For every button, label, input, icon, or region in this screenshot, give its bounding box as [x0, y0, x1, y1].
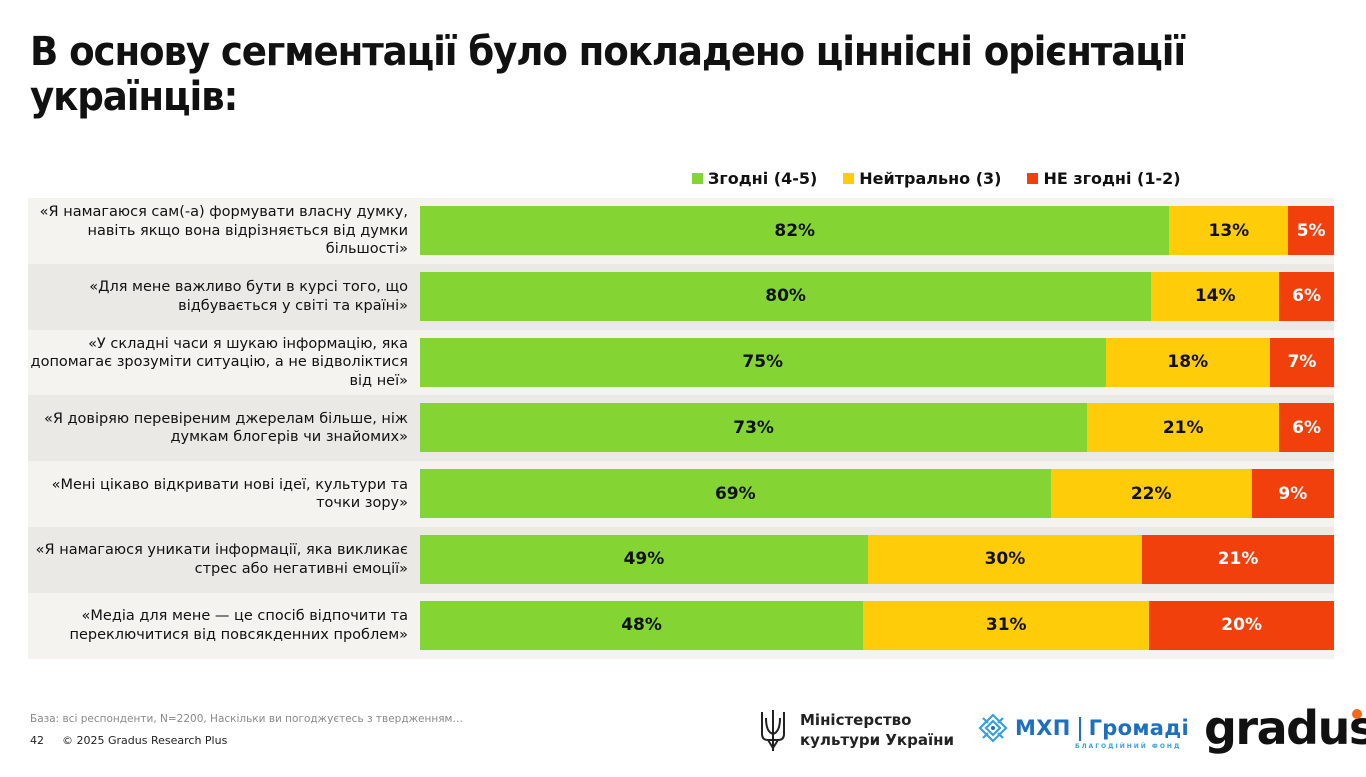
data-label-agree: 49% [623, 549, 665, 570]
mhp-separator [1078, 716, 1081, 741]
legend-item-neutral: Нейтрально (3) [843, 169, 1001, 188]
page-number: 42 [30, 734, 44, 747]
chart-row: «Мені цікаво відкривати нові ідеї, культ… [28, 461, 1334, 527]
chart-legend: Згодні (4-5) Нейтрально (3) НЕ згодні (1… [692, 167, 1181, 189]
category-label: «Я намагаюся сам(-а) формувати власну ду… [39, 204, 408, 258]
data-label-disagree: 7% [1287, 352, 1317, 373]
data-label-neutral: 30% [984, 549, 1026, 570]
data-label-disagree: 9% [1278, 483, 1308, 504]
bar-segment-neutral: 18% [1105, 337, 1271, 387]
mhp-ornament-icon [978, 713, 1008, 743]
data-label-neutral: 31% [985, 615, 1027, 636]
stacked-bar: 48% 31% 20% [420, 600, 1334, 650]
chart-row: «Я довіряю перевіреним джерелам більше, … [28, 395, 1334, 462]
chart-row: «Медіа для мене — це спосіб відпочити та… [28, 592, 1334, 659]
data-label-disagree: 6% [1292, 417, 1321, 438]
chart-row: «Для мене важливо бути в курсі того, що … [28, 263, 1334, 330]
stacked-bar-chart: «Я намагаюся сам(-а) формувати власну ду… [28, 198, 1334, 659]
bar-segment-neutral: 14% [1151, 271, 1280, 321]
bar-segment-disagree: 20% [1149, 600, 1334, 650]
category-label: «Мені цікаво відкривати нові ідеї, культ… [51, 476, 408, 512]
footer-base-note: База: всі респонденти, N=2200, Наскільки… [30, 713, 463, 725]
category-label: «Медіа для мене — це спосіб відпочити та… [69, 608, 409, 643]
legend-item-disagree: НЕ згодні (1-2) [1027, 168, 1181, 188]
bar-segment-disagree: 9% [1251, 469, 1334, 519]
chart-row: «Я намагаюся сам(-а) формувати власну ду… [28, 198, 1334, 264]
legend-swatch-agree [692, 172, 703, 184]
stacked-bar: 73% 21% 6% [420, 403, 1334, 453]
data-label-disagree: 5% [1296, 220, 1326, 241]
stacked-bar: 82% 13% 5% [420, 206, 1334, 255]
legend-item-agree: Згодні (4-5) [692, 169, 817, 188]
category-label: «Я довіряю перевіреним джерелам більше, … [43, 410, 408, 446]
bar-segment-disagree: 21% [1142, 534, 1334, 584]
mhp-logo: МХП Громаді БЛАГОДІЙНИЙ ФОНД [977, 712, 1190, 750]
data-label-neutral: 21% [1162, 417, 1204, 438]
bar-segment-agree: 48% [420, 600, 864, 650]
bar-segment-disagree: 7% [1270, 337, 1334, 387]
chart-row: «Я намагаюся уникати інформації, яка вик… [28, 526, 1334, 593]
data-label-neutral: 18% [1167, 352, 1209, 373]
stacked-bar: 75% 18% 7% [420, 337, 1334, 387]
data-label-agree: 80% [765, 286, 806, 307]
ministry-line-1: Міністерство [800, 711, 912, 729]
data-label-agree: 73% [733, 417, 774, 438]
category-label: «Для мене важливо бути в курсі того, що … [89, 279, 408, 314]
bar-segment-agree: 82% [420, 206, 1170, 255]
data-label-disagree: 6% [1292, 286, 1321, 307]
bar-segment-agree: 73% [420, 403, 1088, 453]
data-label-disagree: 21% [1217, 549, 1259, 570]
trident-icon [761, 710, 785, 751]
stacked-bar: 80% 14% 6% [420, 271, 1334, 321]
data-label-disagree: 20% [1221, 615, 1262, 636]
category-label: «Я намагаюся уникати інформації, яка вик… [35, 542, 408, 577]
bar-segment-neutral: 21% [1087, 403, 1280, 453]
data-label-agree: 69% [714, 483, 756, 504]
ministry-logo: Міністерство культури України [760, 708, 954, 752]
chart-row: «У складні часи я шукаю інформацію, яка … [28, 329, 1334, 396]
gradus-logo-dot [1352, 709, 1362, 719]
bar-segment-agree: 49% [420, 534, 868, 584]
bar-segment-disagree: 5% [1288, 206, 1334, 255]
category-label: «У складні часи я шукаю інформацію, яка … [30, 335, 408, 389]
gradus-logo: gradus [1204, 701, 1366, 755]
bar-segment-neutral: 13% [1169, 206, 1289, 255]
stacked-bar: 69% 22% 9% [420, 469, 1334, 519]
data-label-neutral: 13% [1208, 220, 1250, 241]
data-label-agree: 75% [742, 352, 784, 373]
bar-segment-neutral: 31% [863, 600, 1150, 650]
mhp-subtitle: БЛАГОДІЙНИЙ ФОНД [1075, 743, 1182, 750]
legend-swatch-neutral [843, 172, 855, 184]
data-label-agree: 82% [774, 220, 816, 241]
bar-segment-agree: 69% [420, 469, 1051, 519]
bar-segment-agree: 75% [420, 337, 1106, 387]
slide-title: В основу сегментації було покладено цінн… [30, 29, 1186, 120]
data-label-neutral: 22% [1130, 483, 1172, 504]
copyright: © 2025 Gradus Research Plus [62, 734, 228, 747]
stacked-bar: 49% 30% 21% [420, 534, 1334, 584]
legend-label-neutral: Нейтрально (3) [859, 168, 1002, 188]
legend-label-disagree: НЕ згодні (1-2) [1043, 168, 1181, 188]
bar-segment-disagree: 6% [1279, 271, 1334, 321]
bar-segment-disagree: 6% [1279, 403, 1334, 453]
mhp-left-text: МХП [1015, 715, 1071, 740]
data-label-neutral: 14% [1194, 286, 1236, 307]
bar-segment-agree: 80% [420, 271, 1152, 321]
ministry-line-2: культури України [800, 731, 954, 749]
data-label-agree: 48% [621, 615, 662, 636]
bar-segment-neutral: 22% [1050, 469, 1252, 519]
legend-label-agree: Згодні (4-5) [708, 168, 818, 188]
legend-swatch-disagree [1027, 172, 1039, 184]
bar-segment-neutral: 30% [867, 534, 1143, 584]
mhp-right-text: Громаді [1088, 715, 1190, 740]
